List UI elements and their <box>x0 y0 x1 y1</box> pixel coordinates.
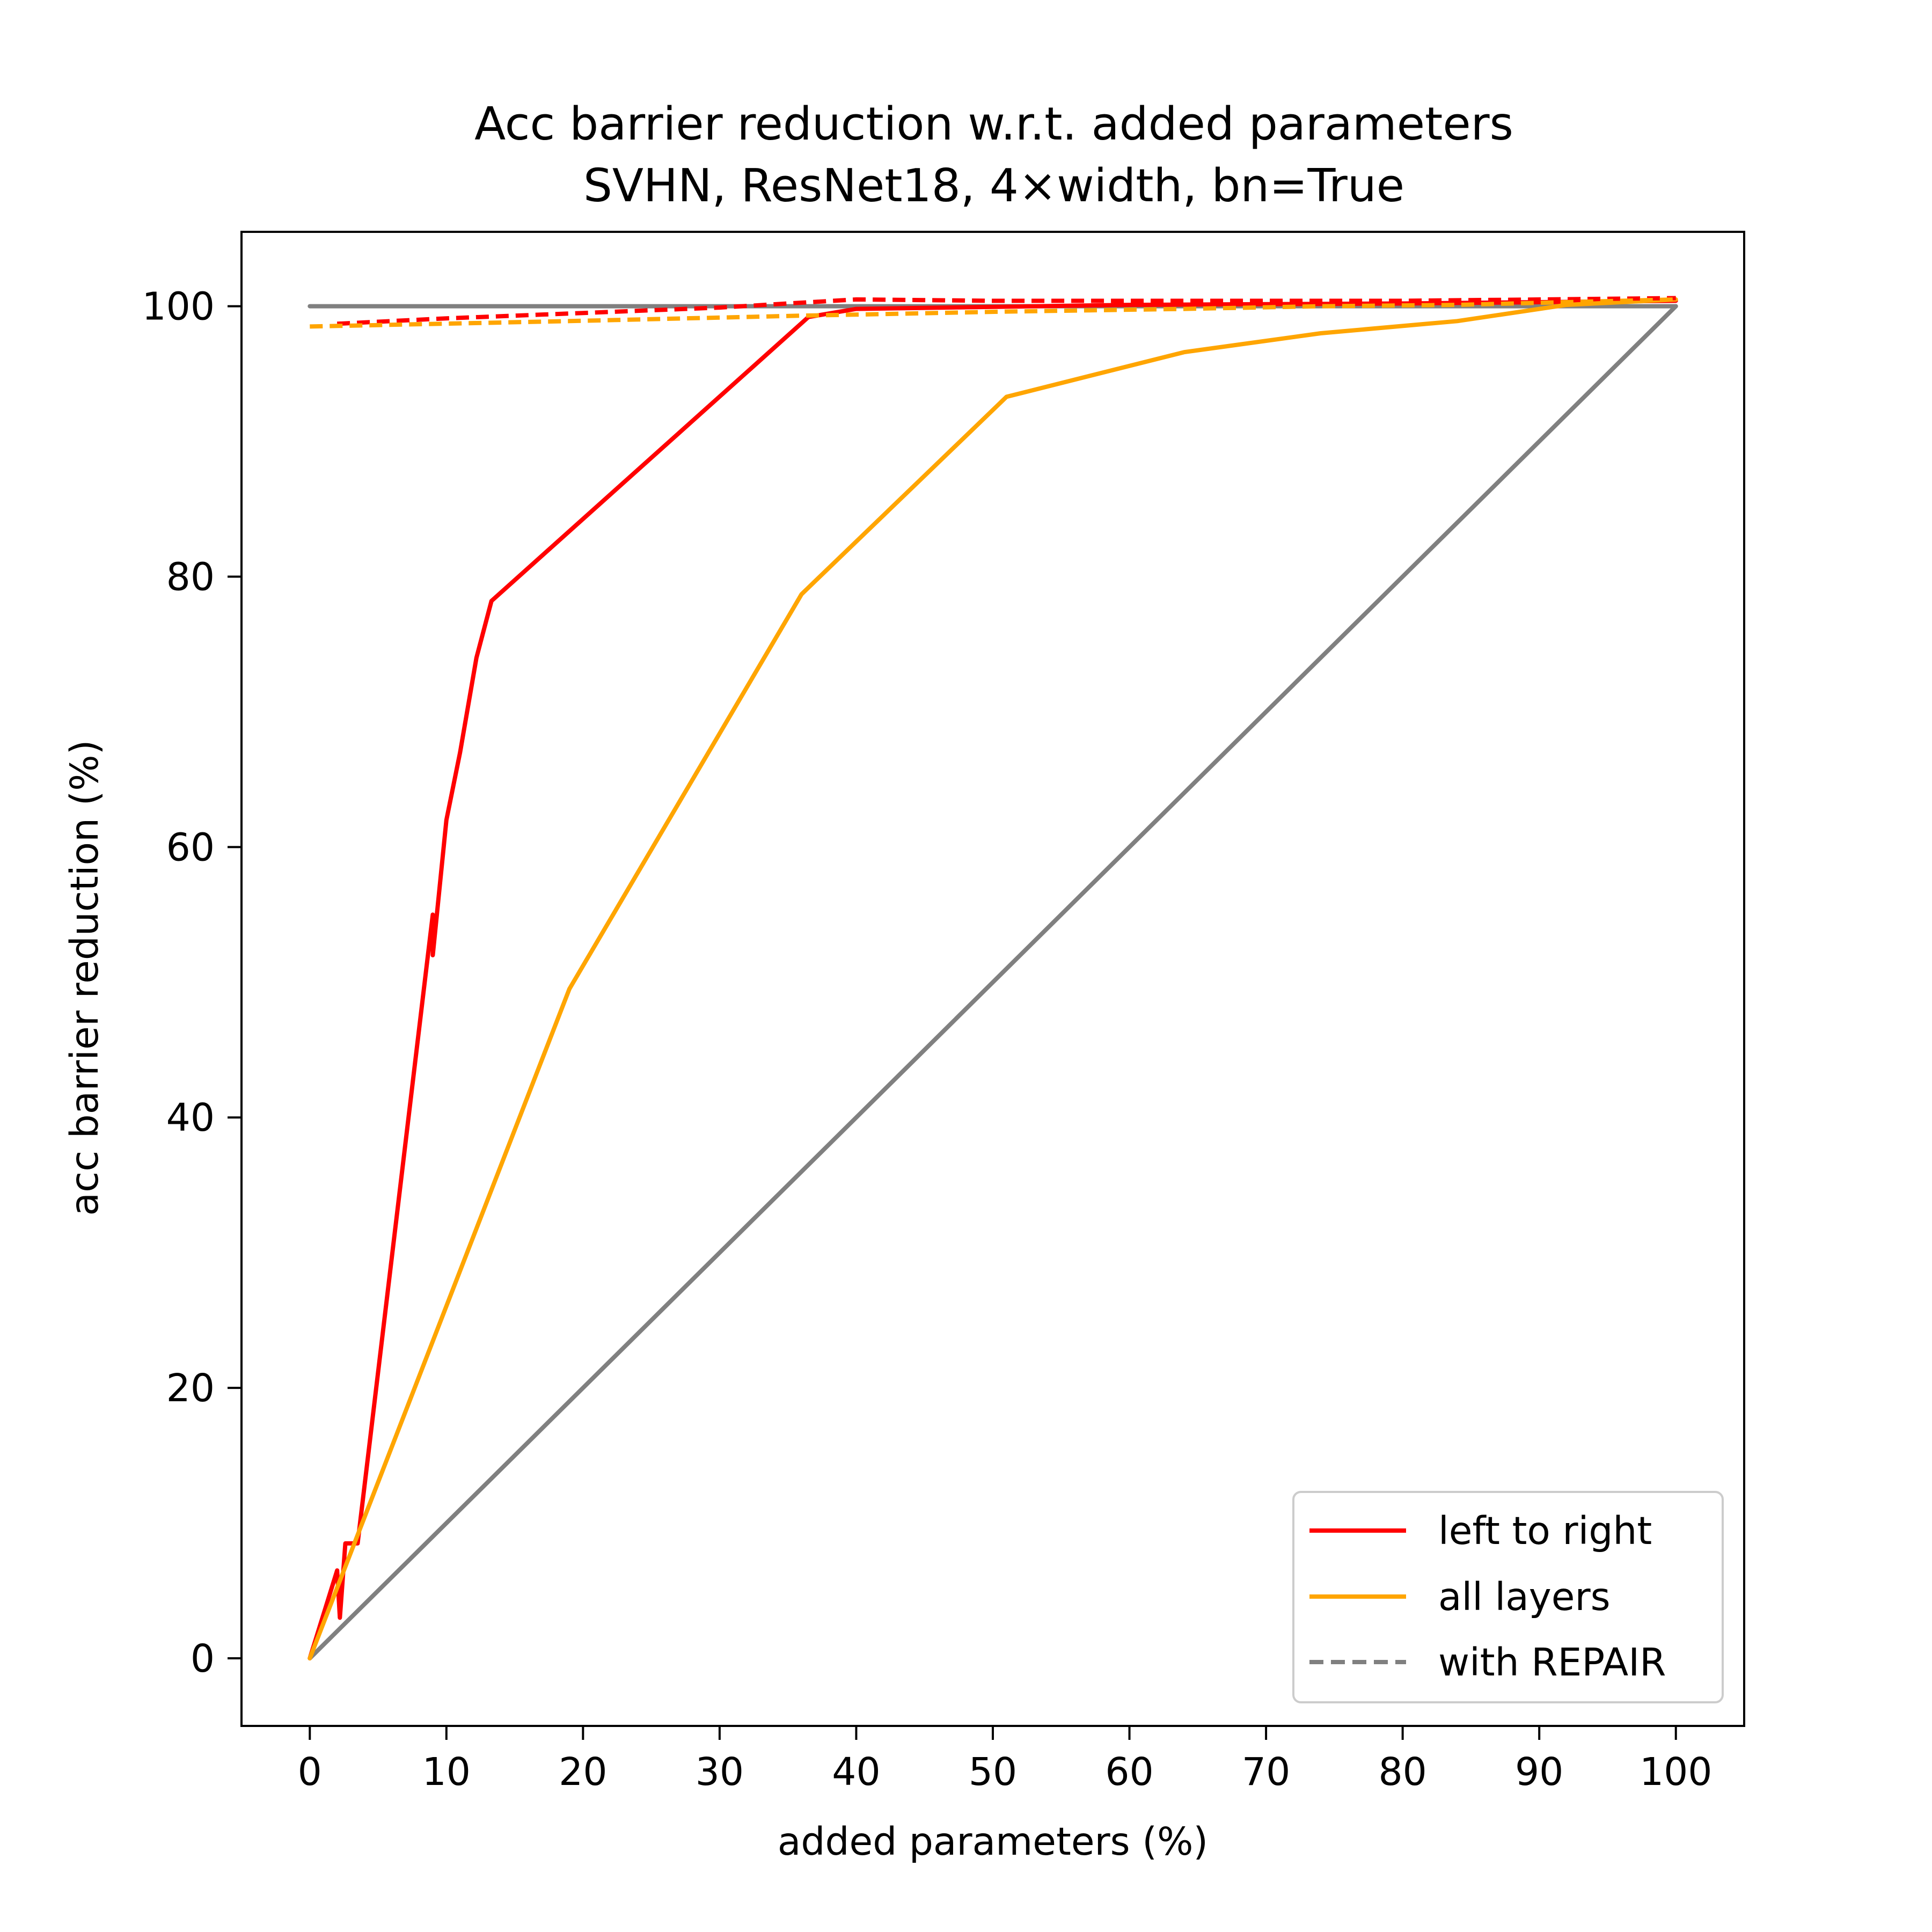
x-axis: 0 10 20 30 40 50 60 70 80 90 100 <box>298 1726 1713 1794</box>
x-tick-label: 40 <box>832 1750 880 1794</box>
x-tick-label: 20 <box>559 1750 607 1794</box>
x-axis-title: added parameters (%) <box>778 1819 1208 1864</box>
series-line-left-to-right-with-repair <box>337 296 1676 326</box>
chart-title-line-2: SVHN, ResNet18, 4×width, bn=True <box>583 159 1404 213</box>
y-axis-title: acc barrier reduction (%) <box>62 740 107 1216</box>
legend-label-all-layers: all layers <box>1438 1575 1611 1619</box>
y-tick-label: 60 <box>166 825 215 869</box>
x-tick-label: 70 <box>1242 1750 1290 1794</box>
x-tick-label: 90 <box>1515 1750 1563 1794</box>
series-line-left-to-right <box>308 298 1678 1660</box>
chart-title-line-1: Acc barrier reduction w.r.t. added param… <box>474 98 1513 151</box>
y-tick-label: 100 <box>142 284 215 329</box>
series-layer <box>308 296 1678 1660</box>
legend-label-with-repair: with REPAIR <box>1438 1640 1666 1685</box>
series-line-all-layers <box>308 297 1678 1660</box>
x-tick-label: 100 <box>1640 1750 1713 1794</box>
y-tick-label: 40 <box>166 1095 215 1140</box>
y-tick-label: 80 <box>166 554 215 599</box>
legend-label-left-to-right: left to right <box>1438 1509 1652 1553</box>
legend: left to right all layers with REPAIR <box>1292 1491 1724 1703</box>
x-tick-label: 0 <box>298 1750 322 1794</box>
x-tick-label: 50 <box>969 1750 1017 1794</box>
x-tick-label: 10 <box>422 1750 471 1794</box>
y-axis: 0 20 40 60 80 100 <box>142 284 241 1681</box>
x-tick-label: 80 <box>1378 1750 1426 1794</box>
y-tick-label: 20 <box>166 1366 215 1410</box>
x-tick-label: 60 <box>1105 1750 1153 1794</box>
series-line-reference-line-1 <box>308 304 1678 1660</box>
x-tick-label: 30 <box>696 1750 744 1794</box>
series-line-all-layers-with-repair <box>310 297 1676 329</box>
y-tick-label: 0 <box>191 1636 215 1681</box>
legend-box <box>1292 1491 1724 1703</box>
